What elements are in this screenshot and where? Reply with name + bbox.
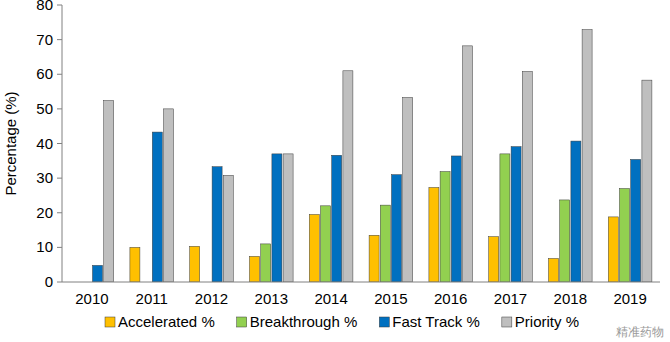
- bar: [283, 154, 293, 282]
- y-tick: [57, 5, 62, 6]
- y-tick-label: 50: [36, 100, 53, 117]
- y-tick-label: 10: [36, 238, 53, 255]
- bar: [631, 159, 641, 282]
- bar: [164, 109, 174, 282]
- bar: [130, 247, 140, 282]
- x-tick-label: 2018: [554, 290, 587, 307]
- bar: [489, 237, 499, 282]
- y-tick-label: 70: [36, 31, 53, 48]
- bar: [212, 167, 222, 282]
- bar: [152, 132, 162, 282]
- bar: [403, 97, 413, 282]
- x-tick-label: 2017: [494, 290, 527, 307]
- x-tick-label: 2012: [195, 290, 228, 307]
- y-tick: [57, 108, 62, 109]
- x-axis: [62, 282, 660, 283]
- bar: [440, 172, 450, 282]
- x-tick-label: 2011: [136, 290, 168, 307]
- bar: [261, 244, 271, 282]
- y-tick-label: 80: [36, 0, 53, 13]
- bar: [272, 154, 282, 282]
- y-tick: [57, 178, 62, 179]
- bar: [343, 71, 353, 282]
- legend-swatch: [502, 317, 512, 327]
- y-tick-label: 40: [36, 135, 53, 152]
- y-axis-label: Percentage (%): [2, 91, 19, 195]
- bar: [582, 30, 592, 282]
- bar: [463, 46, 473, 282]
- bar: [190, 246, 200, 282]
- chart: Percentage (%) 0 10 20 30 40 50 60 70 80 2010 2011 2…: [0, 0, 670, 342]
- bar: [500, 154, 510, 282]
- y-tick-label: 20: [36, 204, 53, 221]
- bar: [642, 80, 652, 282]
- legend: Accelerated % Breakthrough % Fast Track % P…: [105, 313, 579, 330]
- x-tick-label: 2013: [255, 290, 288, 307]
- x-tick-label: 2014: [314, 290, 347, 307]
- x-tick-label: 2019: [613, 290, 646, 307]
- bar: [250, 256, 260, 282]
- bar: [560, 200, 570, 282]
- y-tick: [57, 282, 62, 283]
- legend-label: Accelerated %: [118, 313, 215, 330]
- legend-label: Fast Track %: [392, 313, 480, 330]
- watermark: 精准药物: [616, 325, 664, 339]
- bar: [429, 187, 439, 282]
- bar: [104, 101, 114, 282]
- y-axis: [62, 5, 63, 282]
- legend-swatch: [379, 317, 389, 327]
- bar: [522, 71, 532, 282]
- legend-label: Breakthrough %: [250, 313, 358, 330]
- y-tick: [57, 39, 62, 40]
- y-tick-label: 60: [36, 65, 53, 82]
- bar: [571, 141, 581, 282]
- bar: [511, 147, 521, 282]
- bar: [549, 258, 559, 282]
- legend-swatch: [105, 317, 115, 327]
- bar: [380, 205, 390, 282]
- bars: [93, 30, 652, 282]
- bar: [369, 235, 379, 282]
- legend-swatch: [237, 317, 247, 327]
- y-tick: [57, 143, 62, 144]
- bar: [321, 206, 331, 282]
- bar: [608, 217, 618, 282]
- x-tick-label: 2010: [75, 290, 108, 307]
- x-tick-label: 2015: [374, 290, 407, 307]
- y-tick: [57, 247, 62, 248]
- bar: [223, 175, 233, 282]
- y-tick: [57, 74, 62, 75]
- bar: [93, 265, 103, 282]
- bar: [620, 189, 630, 282]
- bar: [309, 214, 319, 282]
- y-tick: [57, 212, 62, 213]
- y-tick-label: 30: [36, 169, 53, 186]
- x-tick-label: 2016: [434, 290, 467, 307]
- y-tick-label: 0: [45, 273, 53, 290]
- bar: [392, 175, 402, 282]
- bar: [451, 156, 461, 282]
- legend-label: Priority %: [515, 313, 579, 330]
- bar: [332, 155, 342, 282]
